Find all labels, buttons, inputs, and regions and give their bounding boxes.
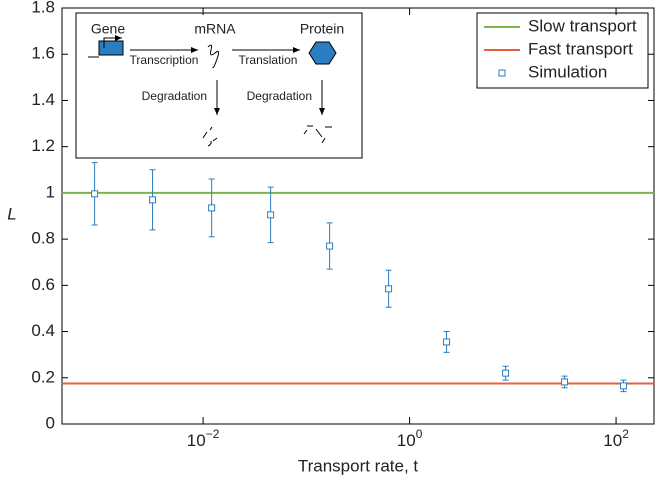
x-tick-label: 100 [397, 427, 423, 450]
legend-label: Simulation [528, 62, 607, 81]
legend-label: Fast transport [528, 39, 633, 58]
y-tick-label: 0.8 [31, 229, 55, 248]
tick-base: 10 [603, 431, 622, 450]
y-tick-label: 1.4 [31, 90, 55, 109]
inset-label: Protein [300, 21, 344, 37]
mrna-icon [207, 44, 220, 69]
inset-label: Transcription [130, 53, 199, 67]
point [208, 204, 216, 212]
inset-label: Gene [91, 21, 125, 37]
promoter-arrow [88, 38, 122, 58]
tick-exponent: −2 [206, 427, 220, 441]
inset-label: mRNA [194, 21, 236, 37]
y-tick-label: 1.2 [31, 136, 55, 155]
fragments [303, 125, 332, 144]
point [443, 338, 451, 346]
inset-label: Degradation [247, 89, 312, 103]
y-tick-label: 1.6 [31, 44, 55, 63]
point [502, 369, 510, 377]
tick-base: 10 [187, 431, 206, 450]
gene-icon [98, 40, 124, 56]
inset-label: Translation [239, 53, 298, 67]
protein-icon [308, 41, 337, 65]
tick-exponent: 0 [416, 427, 423, 441]
x-tick-label: 102 [603, 427, 629, 450]
fragments [202, 126, 218, 147]
y-tick-label: 0.2 [31, 367, 55, 386]
point [326, 242, 334, 250]
inset: Gene Transcription mRNA Translation Prot… [75, 12, 363, 159]
point [91, 190, 99, 198]
y-tick-label: 1 [46, 182, 55, 201]
legend-swatch [498, 69, 506, 77]
y-axis-label: L [7, 204, 16, 223]
y-tick-label: 1.8 [31, 0, 55, 16]
y-tick-label: 0.4 [31, 321, 55, 340]
y-tick-label: 0.6 [31, 275, 55, 294]
point [149, 196, 157, 204]
x-axis-label: Transport rate, t [298, 456, 419, 475]
point [619, 382, 627, 390]
tick-base: 10 [397, 431, 416, 450]
x-tick-label: 10−2 [187, 427, 220, 450]
y-tick-label: 0 [46, 413, 55, 432]
legend-label: Slow transport [528, 16, 637, 35]
plot-frame [61, 7, 655, 425]
point [561, 378, 569, 386]
point [385, 285, 393, 293]
inset-label: Degradation [142, 89, 207, 103]
point [267, 211, 275, 219]
tick-exponent: 2 [622, 427, 629, 441]
